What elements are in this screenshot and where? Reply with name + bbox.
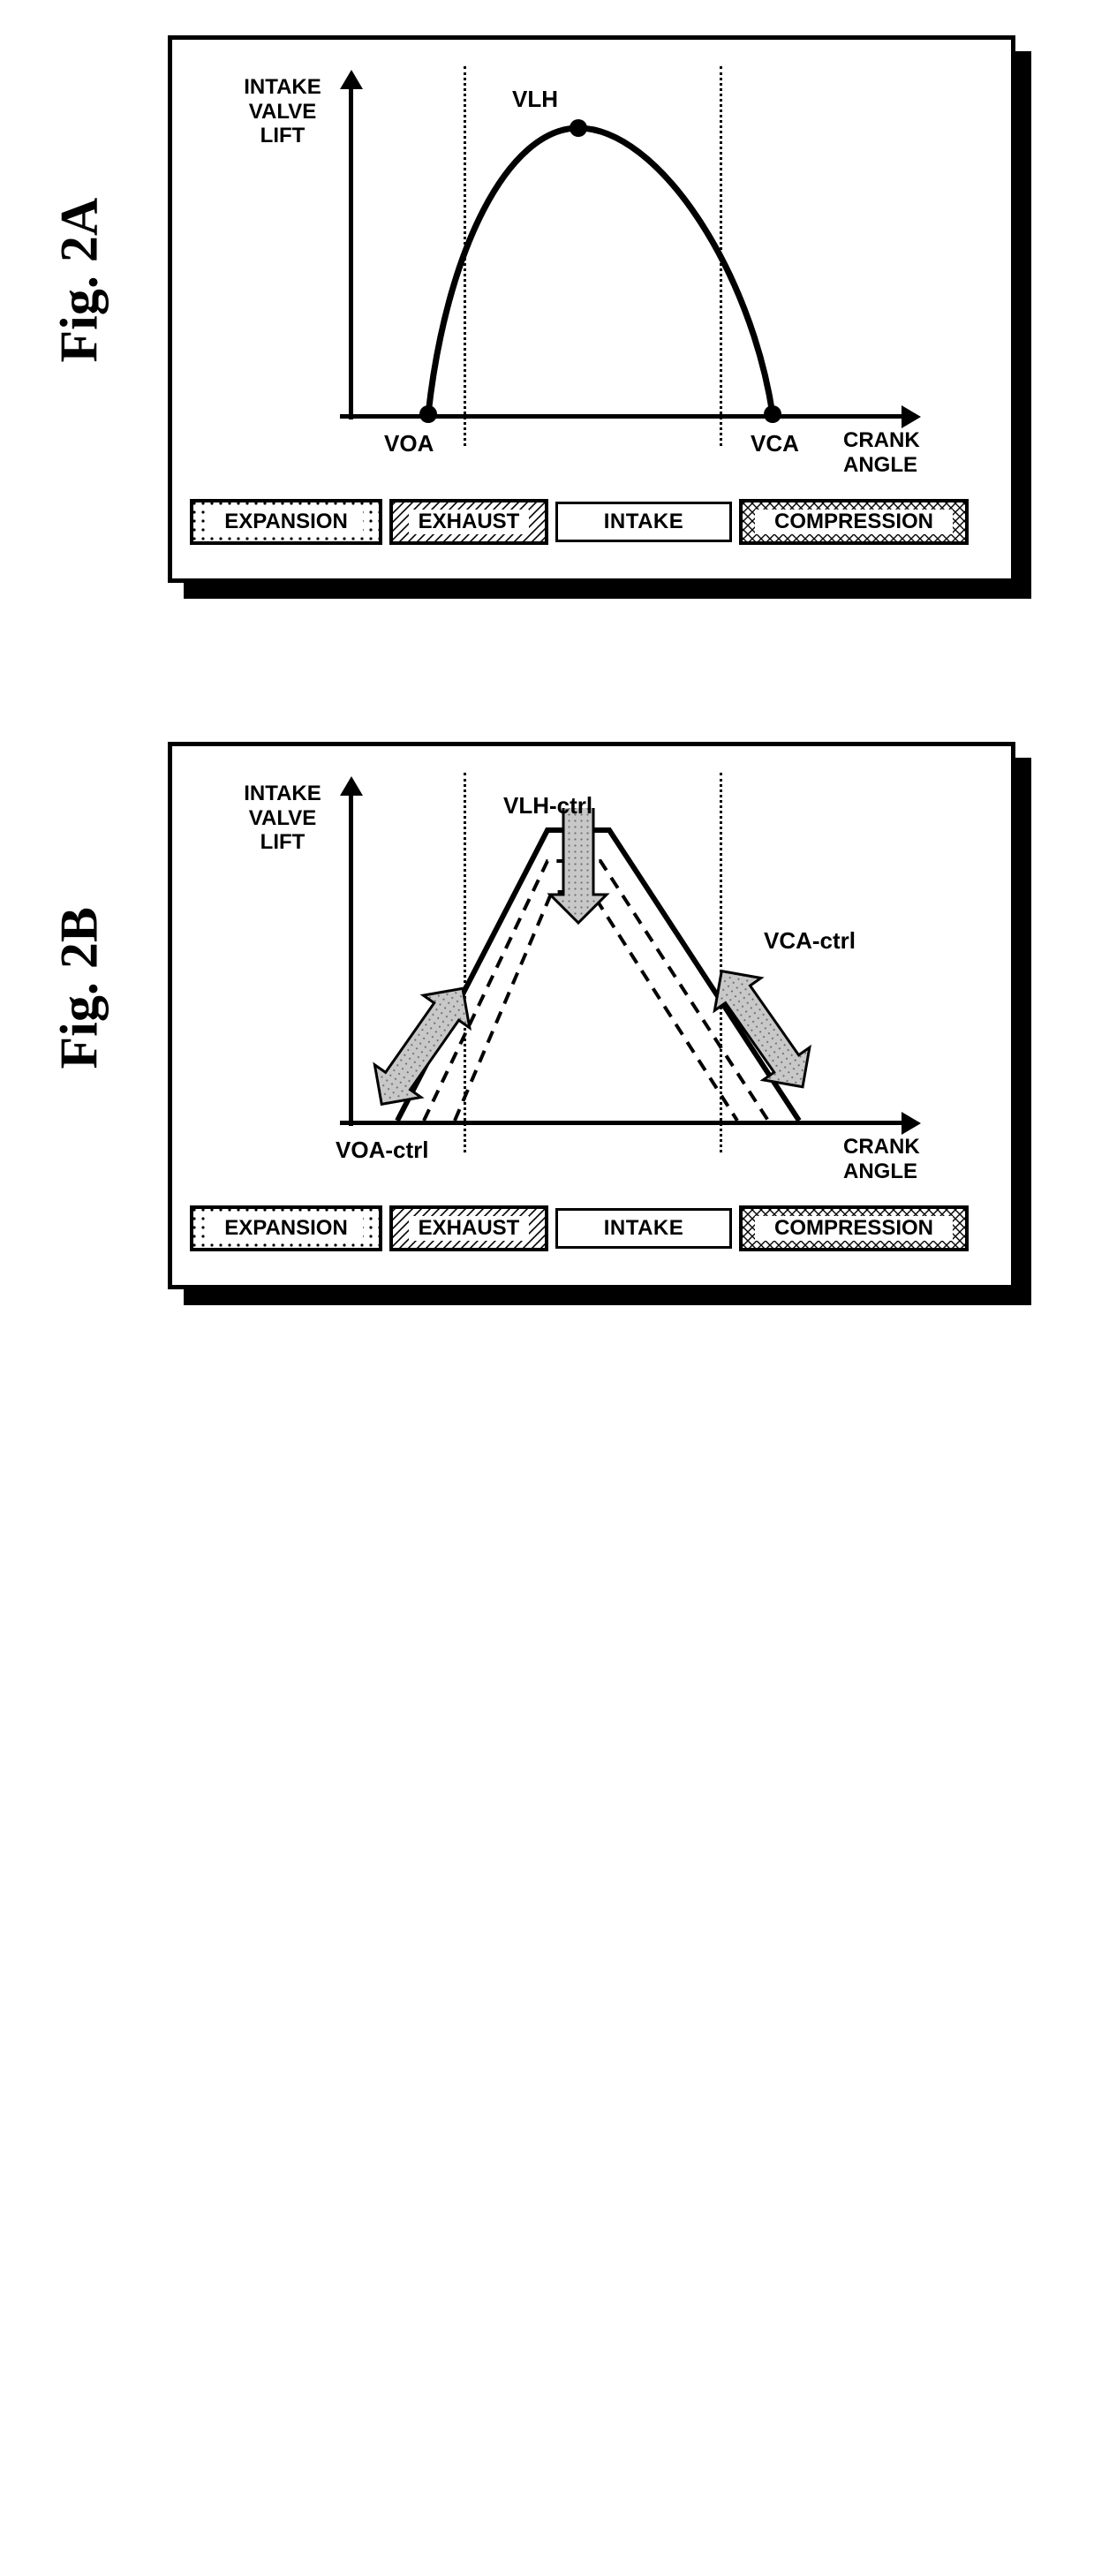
vlh-ctrl-label: VLH-ctrl (503, 792, 592, 820)
lift-profile-inner (455, 892, 737, 1121)
voa-ctrl-arrow-icon (358, 972, 486, 1121)
y-axis-arrow-icon (340, 70, 363, 89)
y-axis-label: INTAKE VALVE LIFT (225, 782, 340, 855)
y-label-l2: VALVE (249, 100, 316, 124)
y-label-l1: INTAKE (244, 782, 321, 805)
figure-2b-panel-wrap: INTAKE VALVE LIFT CRANK ANGLE (168, 742, 1015, 1289)
exhaust-text: EXHAUST (419, 1216, 520, 1240)
y-axis-label: INTAKE VALVE LIFT (225, 75, 340, 148)
vlh-ctrl-arrow-icon (550, 808, 607, 923)
compression-text: COMPRESSION (774, 1216, 933, 1240)
y-label-l3: LIFT (260, 830, 306, 854)
stroke-divider-2 (720, 773, 722, 1152)
y-label-l2: VALVE (249, 806, 316, 830)
expansion-text: EXPANSION (224, 1216, 348, 1240)
y-axis (349, 790, 353, 1126)
figure-2a-title: Fig. 2A (49, 256, 110, 362)
vlh-marker-icon (570, 119, 587, 137)
x-axis (340, 1121, 905, 1125)
exhaust-box: EXHAUST (389, 499, 548, 545)
y-axis (349, 84, 353, 419)
voa-ctrl-label: VOA-ctrl (336, 1137, 428, 1164)
vlh-label: VLH (512, 86, 558, 113)
voa-label: VOA (384, 430, 434, 457)
stroke-bar-a: EXPANSION EXHAUST INTAKE (190, 499, 969, 545)
expansion-box: EXPANSION (190, 1205, 382, 1251)
y-axis-arrow-icon (340, 776, 363, 796)
y-label-l3: LIFT (260, 124, 306, 147)
x-axis-label: CRANK ANGLE (843, 1135, 967, 1183)
x-label-l2: ANGLE (843, 1160, 917, 1183)
figure-2b-panel: INTAKE VALVE LIFT CRANK ANGLE (168, 742, 1015, 1289)
x-label-l2: ANGLE (843, 453, 917, 477)
compression-box: COMPRESSION (739, 499, 969, 545)
exhaust-box: EXHAUST (389, 1205, 548, 1251)
stroke-divider-1 (464, 66, 466, 446)
figure-2b-title: Fig. 2B (49, 963, 110, 1069)
stroke-divider-1 (464, 773, 466, 1152)
figure-2a-panel-wrap: INTAKE VALVE LIFT CRANK ANGLE (168, 35, 1015, 583)
figure-2a-panel: INTAKE VALVE LIFT CRANK ANGLE (168, 35, 1015, 583)
figure-2b-block: Fig. 2B INTAKE VALVE LIFT CRANK (26, 742, 1068, 1289)
compression-box: COMPRESSION (739, 1205, 969, 1251)
x-axis-label: CRANK ANGLE (843, 428, 967, 477)
x-axis (340, 414, 905, 419)
x-axis-arrow-icon (902, 405, 921, 428)
lift-profile-mid (424, 861, 768, 1121)
compression-text: COMPRESSION (774, 510, 933, 533)
y-label-l1: INTAKE (244, 75, 321, 99)
figure-2a-block: Fig. 2A INTAKE VALVE LIFT CRANK (26, 35, 1068, 583)
x-label-l1: CRANK (843, 428, 920, 452)
x-label-l1: CRANK (843, 1135, 920, 1159)
vca-label: VCA (751, 430, 799, 457)
expansion-box: EXPANSION (190, 499, 382, 545)
vca-ctrl-label: VCA-ctrl (764, 927, 856, 955)
stroke-divider-2 (720, 66, 722, 446)
lift-profile-outer (397, 830, 799, 1121)
vca-ctrl-arrow-icon (698, 955, 826, 1103)
x-axis-arrow-icon (902, 1112, 921, 1135)
chart-area-b: INTAKE VALVE LIFT CRANK ANGLE (349, 808, 967, 1197)
intake-text: INTAKE (604, 510, 684, 533)
intake-text: INTAKE (604, 1216, 684, 1240)
intake-box: INTAKE (555, 502, 732, 542)
stroke-bar-b: EXPANSION EXHAUST INTAKE (190, 1205, 969, 1251)
chart-area-a: INTAKE VALVE LIFT CRANK ANGLE (349, 102, 967, 490)
intake-box: INTAKE (555, 1208, 732, 1249)
expansion-text: EXPANSION (224, 510, 348, 533)
exhaust-text: EXHAUST (419, 510, 520, 533)
